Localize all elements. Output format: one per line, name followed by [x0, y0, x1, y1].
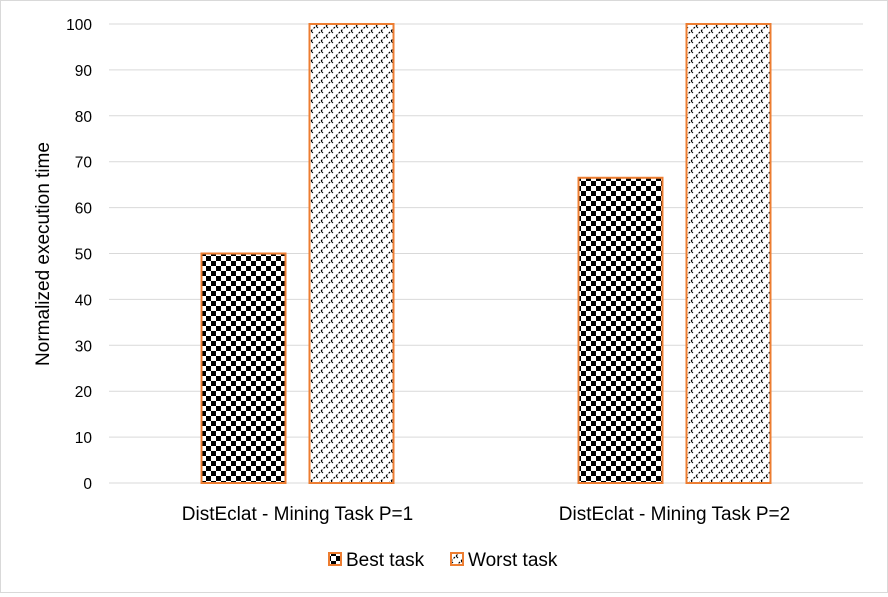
- y-tick-label: 40: [75, 292, 93, 309]
- y-tick-label: 90: [75, 63, 93, 80]
- x-category-label: DistEclat - Mining Task P=2: [559, 504, 790, 525]
- y-tick-label: 70: [75, 155, 93, 172]
- legend: Best task Worst task: [328, 550, 558, 571]
- bar-best-task: [577, 176, 664, 484]
- legend-swatch: [450, 552, 464, 566]
- y-axis-ticks: 0 10 20 30 40 50 60 70 80 90 100: [66, 17, 92, 493]
- bar-best-task: [200, 252, 287, 484]
- legend-item-worst-task: Worst task: [450, 550, 558, 571]
- legend-swatch: [328, 552, 342, 566]
- legend-item-best-task: Best task: [328, 550, 425, 571]
- y-tick-label: 50: [75, 247, 93, 264]
- y-tick-label: 80: [75, 109, 93, 126]
- bars: [200, 23, 772, 484]
- x-axis-categories: DistEclat - Mining Task P=1 DistEclat - M…: [182, 504, 790, 525]
- bar-worst-task: [685, 23, 772, 484]
- x-category-label: DistEclat - Mining Task P=1: [182, 504, 413, 525]
- y-tick-label: 20: [75, 384, 93, 401]
- bar-worst-task: [308, 23, 395, 484]
- legend-label: Worst task: [468, 550, 558, 571]
- y-tick-label: 100: [66, 17, 92, 34]
- legend-label: Best task: [346, 550, 425, 571]
- y-tick-label: 30: [75, 338, 93, 355]
- y-tick-label: 0: [83, 476, 92, 493]
- y-axis-label: Normalized execution time: [33, 142, 54, 366]
- y-tick-label: 60: [75, 201, 93, 218]
- y-tick-label: 10: [75, 430, 93, 447]
